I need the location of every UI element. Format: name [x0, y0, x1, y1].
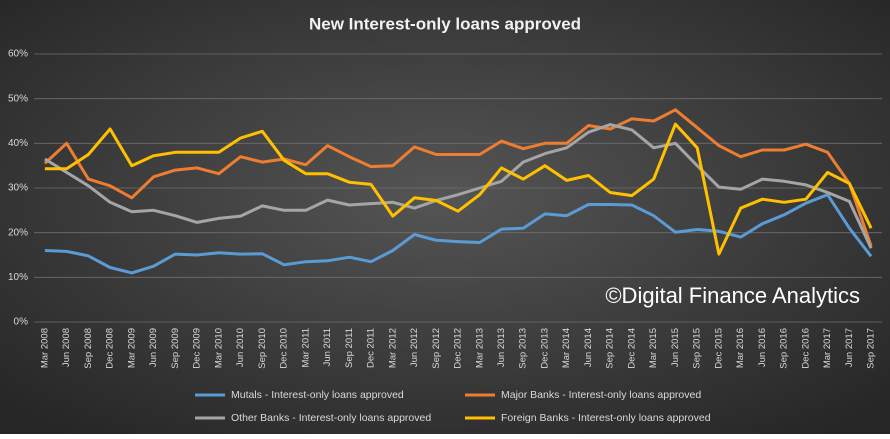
- y-tick-label: 10%: [8, 272, 28, 283]
- x-tick-label: Jun 2008: [61, 328, 72, 367]
- x-tick-label: Dec 2015: [713, 328, 724, 369]
- x-tick-label: Mar 2013: [474, 328, 485, 368]
- x-tick-label: Mar 2015: [648, 328, 659, 368]
- y-tick-label: 0%: [14, 317, 29, 328]
- x-tick-label: Jun 2017: [844, 328, 855, 367]
- series-line: [44, 193, 873, 275]
- x-tick-label: Jun 2012: [409, 328, 420, 367]
- x-tick-label: Dec 2012: [453, 328, 464, 369]
- legend-label: Major Banks - Interest-only loans approv…: [501, 389, 701, 401]
- x-tick-label: Mar 2017: [822, 328, 833, 368]
- series-line: [44, 122, 873, 256]
- legend-label: Other Banks - Interest-only loans approv…: [231, 412, 431, 424]
- x-tick-label: Mar 2014: [561, 328, 572, 368]
- series-line: [43, 108, 873, 247]
- x-tick-label: Dec 2013: [539, 328, 550, 369]
- series-line: [44, 123, 873, 249]
- chart-title: New Interest-only loans approved: [309, 14, 581, 33]
- x-tick-label: Jun 2014: [583, 328, 594, 367]
- x-tick-label: Jun 2011: [322, 328, 333, 366]
- x-tick-label: Dec 2011: [366, 328, 377, 368]
- x-tick-label: Jun 2009: [148, 328, 159, 367]
- x-tick-label: Jun 2010: [235, 328, 246, 367]
- x-tick-label: Mar 2016: [735, 328, 746, 368]
- x-tick-label: Sep 2011: [344, 328, 355, 368]
- x-tick-label: Dec 2009: [192, 328, 203, 369]
- x-tick-label: Dec 2016: [800, 328, 811, 369]
- x-tick-label: Mar 2010: [213, 328, 224, 368]
- y-tick-label: 60%: [8, 49, 28, 60]
- x-tick-label: Mar 2011: [300, 328, 311, 367]
- x-tick-label: Sep 2015: [692, 328, 703, 369]
- x-tick-label: Sep 2008: [83, 328, 94, 369]
- x-tick-label: Sep 2009: [170, 328, 181, 369]
- x-tick-label: Mar 2009: [126, 328, 137, 368]
- x-tick-label: Sep 2013: [518, 328, 529, 369]
- y-tick-label: 40%: [8, 138, 28, 149]
- x-tick-label: Sep 2016: [779, 328, 790, 369]
- x-tick-label: Mar 2012: [387, 328, 398, 368]
- x-tick-label: Dec 2014: [626, 328, 637, 369]
- legend-label: Mutals - Interest-only loans approved: [231, 389, 404, 401]
- x-tick-label: Sep 2017: [866, 328, 877, 369]
- x-tick-label: Sep 2014: [605, 328, 616, 369]
- legend-label: Foreign Banks - Interest-only loans appr…: [501, 412, 711, 424]
- watermark: ©Digital Finance Analytics: [605, 283, 860, 308]
- y-tick-label: 50%: [8, 93, 28, 104]
- x-tick-label: Jun 2015: [670, 328, 681, 367]
- x-tick-label: Sep 2012: [431, 328, 442, 369]
- x-tick-label: Sep 2010: [257, 328, 268, 369]
- x-tick-label: Mar 2008: [39, 328, 50, 368]
- x-tick-label: Jun 2016: [757, 328, 768, 367]
- y-tick-label: 20%: [8, 227, 28, 238]
- x-tick-label: Dec 2010: [279, 328, 290, 369]
- y-tick-label: 30%: [8, 183, 28, 194]
- x-tick-label: Jun 2013: [496, 328, 507, 367]
- x-tick-label: Dec 2008: [105, 328, 116, 369]
